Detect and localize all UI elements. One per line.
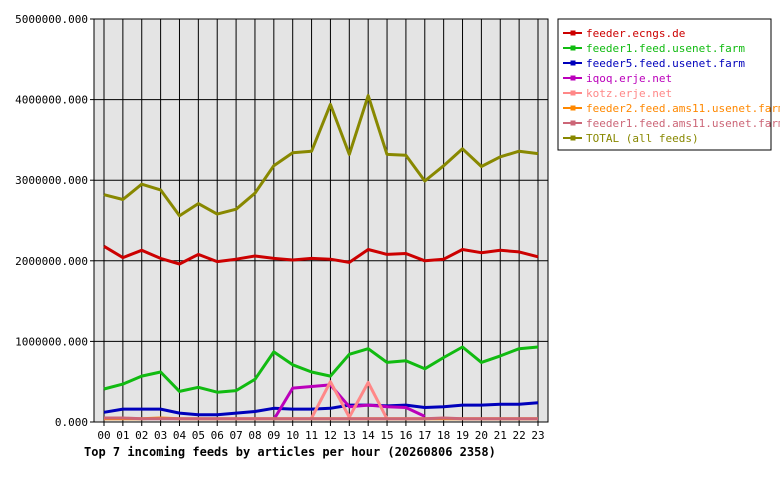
legend-marker	[570, 45, 576, 51]
x-tick-label: 14	[362, 429, 376, 442]
grid	[94, 18, 548, 423]
legend: feeder.ecngs.de feeder1.feed.usenet.farm f…	[557, 18, 780, 151]
x-tick-label: 00	[97, 429, 110, 442]
series-lines	[103, 94, 539, 421]
axes: 00 01 02 03 04 05 06 07 08 09 10 11 12 13 14 15 16 17 18 19…	[15, 13, 549, 442]
x-tick-label: 21	[494, 429, 507, 442]
legend-marker	[570, 30, 576, 36]
x-tick-label: 01	[116, 429, 129, 442]
y-tick-label: 2000000.000	[15, 255, 88, 268]
legend-marker	[570, 135, 576, 141]
x-tick-label: 08	[248, 429, 261, 442]
legend-label: kotz.erje.net	[586, 87, 672, 100]
series-line-7	[104, 416, 538, 421]
x-tick-label: 06	[211, 429, 224, 442]
x-tick-label: 05	[192, 429, 205, 442]
x-tick-label: 15	[380, 429, 393, 442]
legend-marker	[570, 105, 576, 111]
series-line-8	[103, 94, 539, 218]
x-tick-label: 09	[267, 429, 280, 442]
x-tick-label: 20	[475, 429, 488, 442]
series-line-2	[103, 345, 539, 394]
legend-box	[557, 18, 772, 151]
chart-title: Top 7 incoming feeds by articles per hou…	[84, 445, 496, 459]
x-tick-label: 03	[154, 429, 167, 442]
x-tick-label: 12	[324, 429, 337, 442]
x-tick-label: 07	[229, 429, 242, 442]
series-line-5	[310, 380, 389, 420]
legend-label: feeder1.feed.ams11.usenet.farm	[586, 117, 780, 130]
x-tick-label: 17	[418, 429, 431, 442]
legend-marker	[570, 60, 576, 66]
x-tick-label: 11	[305, 429, 318, 442]
y-tick-label: 3000000.000	[15, 174, 88, 187]
y-tick-label: 0.000	[55, 416, 88, 429]
x-tick-label: 18	[437, 429, 450, 442]
legend-label: TOTAL (all feeds)	[586, 132, 699, 145]
legend-label: feeder.ecngs.de	[586, 27, 685, 40]
series-line-4	[272, 383, 426, 421]
y-tick-label: 5000000.000	[15, 13, 88, 26]
x-tick-label: 22	[513, 429, 526, 442]
y-tick-label: 1000000.000	[15, 335, 88, 348]
legend-label: feeder2.feed.ams11.usenet.farm	[586, 102, 780, 115]
plot-frame	[93, 18, 549, 423]
legend-label: feeder1.feed.usenet.farm	[586, 42, 745, 55]
y-tick-label: 4000000.000	[15, 94, 88, 107]
x-tick-label: 10	[286, 429, 299, 442]
series-line-1	[103, 245, 539, 266]
legend-marker	[570, 75, 576, 81]
x-tick-label: 02	[135, 429, 148, 442]
legend-marker	[570, 90, 576, 96]
x-tick-label: 04	[173, 429, 187, 442]
series-line-3	[103, 401, 539, 417]
legend-marker	[570, 120, 576, 126]
x-tick-label: 13	[343, 429, 356, 442]
x-tick-label: 16	[399, 429, 412, 442]
x-tick-label: 19	[456, 429, 469, 442]
legend-label: iqoq.erje.net	[586, 72, 672, 85]
x-tick-label: 23	[531, 429, 544, 442]
legend-label: feeder5.feed.usenet.farm	[586, 57, 745, 70]
